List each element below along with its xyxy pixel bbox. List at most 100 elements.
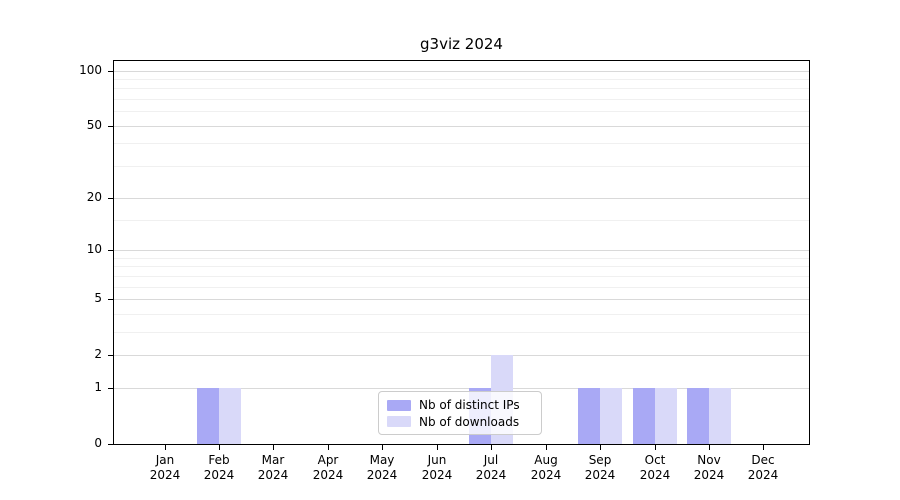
x-tick-month: Jun (427, 453, 447, 467)
x-tick-month: Mar (261, 453, 285, 467)
legend-label-downloads: Nb of downloads (419, 414, 520, 429)
x-tick-year: 2024 (149, 468, 181, 482)
y-tick-label: 50 (86, 118, 102, 132)
x-tick-label: Feb 2024 (188, 453, 250, 483)
gridline-minor (113, 166, 810, 167)
y-tick-mark (108, 388, 113, 389)
x-tick-year: 2024 (257, 468, 289, 482)
x-tick-mark (382, 445, 383, 450)
x-tick-mark (709, 445, 710, 450)
y-tick-mark (108, 299, 113, 300)
x-tick-mark (491, 445, 492, 450)
y-tick-label: 5 (94, 291, 102, 305)
x-tick-month: Feb (208, 453, 230, 467)
gridline-minor (113, 111, 810, 112)
x-tick-month: Nov (697, 453, 721, 467)
gridline-minor (113, 143, 810, 144)
y-tick-label: 2 (94, 347, 102, 361)
legend-swatch-distinct-ips (387, 399, 411, 411)
x-tick-month: May (369, 453, 395, 467)
x-tick-label: Sep 2024 (569, 453, 631, 483)
x-tick-label: Apr 2024 (297, 453, 359, 483)
x-tick-month: Aug (534, 453, 558, 467)
gridline-major (113, 299, 810, 300)
x-tick-label: Oct 2024 (624, 453, 686, 483)
x-tick-label: Mar 2024 (242, 453, 304, 483)
x-tick-year: 2024 (366, 468, 398, 482)
x-tick-mark (546, 445, 547, 450)
legend: Nb of distinct IPs Nb of downloads (378, 391, 542, 435)
bar-downloads-sep (600, 388, 622, 444)
x-tick-mark (165, 445, 166, 450)
x-tick-label: Nov 2024 (678, 453, 740, 483)
y-tick-mark (108, 126, 113, 127)
y-tick-label: 0 (94, 436, 102, 450)
bar-distinct-ips-feb (197, 388, 219, 444)
x-tick-mark (328, 445, 329, 450)
x-tick-month: Oct (644, 453, 666, 467)
legend-item-distinct-ips: Nb of distinct IPs (387, 398, 533, 412)
gridline-minor (113, 220, 810, 221)
y-tick-label: 1 (94, 380, 102, 394)
x-tick-label: Jun 2024 (406, 453, 468, 483)
y-tick-label: 10 (86, 242, 102, 256)
x-tick-mark (273, 445, 274, 450)
bar-downloads-nov (709, 388, 731, 444)
gridline-minor (113, 332, 810, 333)
x-tick-year: 2024 (530, 468, 562, 482)
gridline-major (113, 71, 810, 72)
x-tick-label: Jul 2024 (460, 453, 522, 483)
x-tick-label: May 2024 (351, 453, 413, 483)
gridline-minor (113, 314, 810, 315)
gridline-major (113, 355, 810, 356)
x-tick-month: Sep (588, 453, 612, 467)
x-tick-mark (437, 445, 438, 450)
y-tick-label: 100 (79, 63, 102, 77)
x-tick-mark (655, 445, 656, 450)
gridline-minor (113, 287, 810, 288)
legend-swatch-downloads (387, 416, 411, 428)
x-tick-month: Dec (751, 453, 775, 467)
gridline-minor (113, 79, 810, 80)
bar-downloads-feb (219, 388, 241, 444)
bar-downloads-oct (655, 388, 677, 444)
bar-distinct-ips-nov (687, 388, 709, 444)
x-tick-year: 2024 (584, 468, 616, 482)
x-tick-year: 2024 (203, 468, 235, 482)
bar-distinct-ips-oct (633, 388, 655, 444)
y-tick-mark (108, 355, 113, 356)
x-tick-label: Aug 2024 (515, 453, 577, 483)
gridline-minor (113, 99, 810, 100)
x-tick-year: 2024 (475, 468, 507, 482)
x-tick-mark (219, 445, 220, 450)
x-tick-year: 2024 (693, 468, 725, 482)
x-tick-label: Jan 2024 (134, 453, 196, 483)
chart-title: g3viz 2024 (420, 35, 503, 53)
x-tick-month: Apr (317, 453, 339, 467)
gridline-major (113, 126, 810, 127)
x-tick-year: 2024 (312, 468, 344, 482)
gridline-major (113, 388, 810, 389)
legend-item-downloads: Nb of downloads (387, 415, 533, 429)
gridline-minor (113, 88, 810, 89)
x-tick-month: Jul (483, 453, 499, 467)
x-tick-mark (600, 445, 601, 450)
gridline-major (113, 250, 810, 251)
y-tick-mark (108, 444, 113, 445)
y-tick-mark (108, 250, 113, 251)
x-tick-year: 2024 (639, 468, 671, 482)
gridline-minor (113, 258, 810, 259)
gridline-minor (113, 266, 810, 267)
x-tick-mark (763, 445, 764, 450)
gridline-major (113, 198, 810, 199)
x-tick-year: 2024 (421, 468, 453, 482)
legend-label-distinct-ips: Nb of distinct IPs (419, 398, 520, 413)
x-tick-label: Dec 2024 (732, 453, 794, 483)
bar-distinct-ips-sep (578, 388, 600, 444)
y-tick-mark (108, 71, 113, 72)
x-tick-month: Jan (155, 453, 175, 467)
y-tick-label: 20 (86, 190, 102, 204)
x-tick-year: 2024 (747, 468, 779, 482)
gridline-minor (113, 276, 810, 277)
